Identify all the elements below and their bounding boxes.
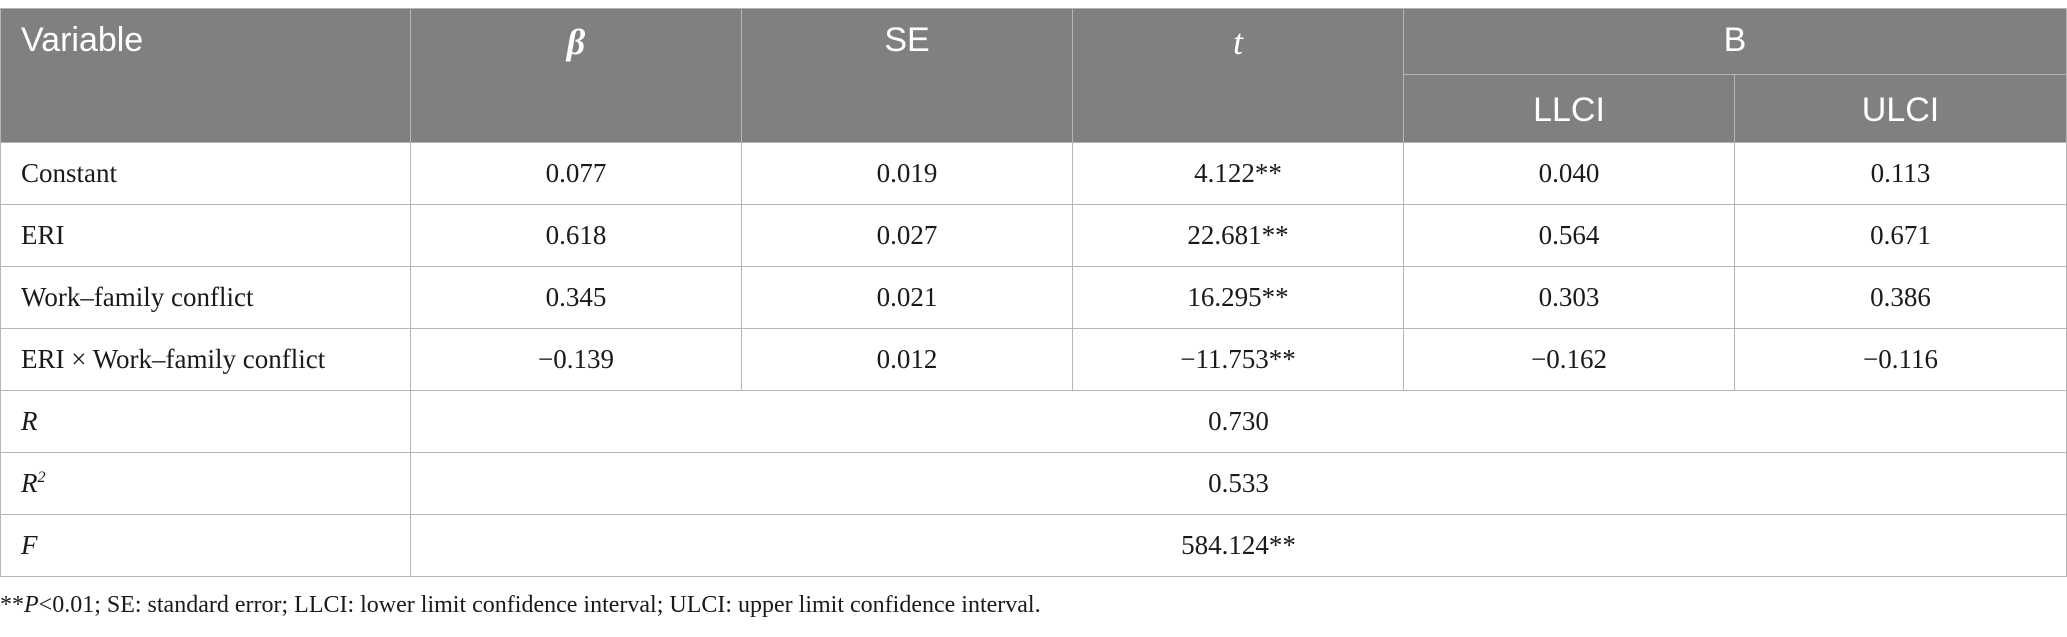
summary-value-f: 584.124** bbox=[410, 514, 2067, 577]
cell-t: 16.295** bbox=[1072, 266, 1404, 329]
cell-beta: −0.139 bbox=[410, 328, 742, 391]
r-squared-base: R bbox=[21, 468, 38, 498]
header-row-2: LLCI ULCI bbox=[1, 74, 2067, 143]
row-label: ERI bbox=[0, 204, 411, 267]
row-label: ERI × Work–family conflict bbox=[0, 328, 411, 391]
header-se: SE bbox=[741, 8, 1073, 143]
summary-label-f: F bbox=[0, 514, 411, 577]
footnote-p: P bbox=[24, 592, 39, 618]
cell-se: 0.027 bbox=[741, 204, 1073, 267]
cell-beta: 0.077 bbox=[410, 142, 742, 205]
summary-label-r: R bbox=[0, 390, 411, 453]
header-row-1: Variable β SE t B bbox=[0, 8, 2067, 143]
header-llci: LLCI bbox=[1403, 74, 1735, 143]
cell-t: −11.753** bbox=[1072, 328, 1404, 391]
summary-label-r-squared: R2 bbox=[0, 452, 411, 515]
cell-llci: −0.162 bbox=[1403, 328, 1735, 391]
cell-t: 4.122** bbox=[1072, 142, 1404, 205]
cell-t: 22.681** bbox=[1072, 204, 1404, 267]
table-row: Work–family conflict 0.345 0.021 16.295*… bbox=[0, 266, 2067, 329]
row-label: Constant bbox=[0, 142, 411, 205]
cell-beta: 0.345 bbox=[410, 266, 742, 329]
header-beta: β bbox=[410, 8, 742, 143]
cell-se: 0.019 bbox=[741, 142, 1073, 205]
regression-table-container: Variable β SE t B LLCI ULCI Constant 0.0… bbox=[0, 8, 2067, 577]
summary-row-f: F 584.124** bbox=[0, 514, 2067, 577]
summary-row-r: R 0.730 bbox=[0, 390, 2067, 453]
row-label: Work–family conflict bbox=[0, 266, 411, 329]
summary-value-r-squared: 0.533 bbox=[410, 452, 2067, 515]
header-variable: Variable bbox=[0, 8, 411, 143]
table-footnote: **P<0.01; SE: standard error; LLCI: lowe… bbox=[0, 592, 1041, 619]
cell-llci: 0.040 bbox=[1403, 142, 1735, 205]
cell-ulci: 0.386 bbox=[1734, 266, 2067, 329]
cell-ulci: −0.116 bbox=[1734, 328, 2067, 391]
r-squared-exponent: 2 bbox=[37, 469, 46, 486]
summary-value-r: 0.730 bbox=[410, 390, 2067, 453]
header-b-group: B bbox=[1403, 8, 2067, 75]
cell-ulci: 0.113 bbox=[1734, 142, 2067, 205]
table-row: ERI 0.618 0.027 22.681** 0.564 0.671 bbox=[0, 204, 2067, 267]
summary-row-r-squared: R2 0.533 bbox=[0, 452, 2067, 515]
cell-ulci: 0.671 bbox=[1734, 204, 2067, 267]
cell-llci: 0.303 bbox=[1403, 266, 1735, 329]
cell-se: 0.021 bbox=[741, 266, 1073, 329]
table-row: Constant 0.077 0.019 4.122** 0.040 0.113 bbox=[0, 142, 2067, 205]
table-row: ERI × Work–family conflict −0.139 0.012 … bbox=[0, 328, 2067, 391]
footnote-text: <0.01; SE: standard error; LLCI: lower l… bbox=[38, 592, 1041, 618]
regression-table: Variable β SE t B LLCI ULCI Constant 0.0… bbox=[0, 8, 2067, 577]
header-t: t bbox=[1072, 8, 1404, 143]
header-ulci: ULCI bbox=[1734, 74, 2067, 143]
cell-beta: 0.618 bbox=[410, 204, 742, 267]
cell-se: 0.012 bbox=[741, 328, 1073, 391]
cell-llci: 0.564 bbox=[1403, 204, 1735, 267]
footnote-prefix: ** bbox=[0, 592, 24, 618]
